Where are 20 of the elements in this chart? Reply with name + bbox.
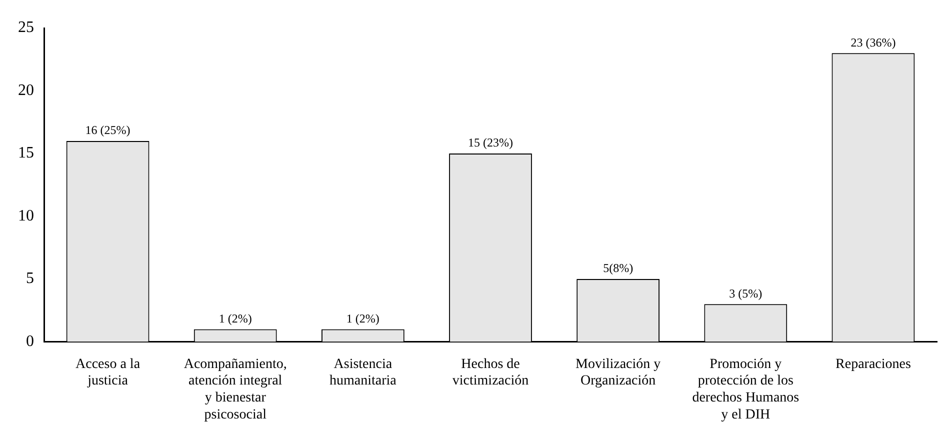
x-tick-label: Promoción y protección de los derechos Humanos y el DIH [692, 356, 800, 422]
data-label: 23 (36%) [850, 35, 896, 50]
data-label: 5(8%) [603, 261, 634, 276]
data-label: 3 (5%) [729, 286, 762, 300]
x-tick-label: Reparaciones [836, 356, 911, 372]
y-tick-label: 5 [26, 270, 34, 288]
data-label: 15 (23%) [468, 136, 513, 150]
x-tick-label: Asistencia humanitaria [329, 356, 398, 389]
y-tick-label: 20 [18, 82, 34, 99]
data-label: 16 (25%) [85, 123, 130, 138]
y-tick-label: 15 [18, 144, 34, 162]
data-label: 1 (2%) [346, 311, 380, 326]
data-label: 1 (2%) [218, 311, 252, 326]
x-tick-label: Hechos de victimización [452, 356, 529, 389]
y-tick-label: 10 [18, 207, 34, 224]
x-tick-label: Movilización y Organización [575, 356, 661, 389]
x-tick-label: Acceso a la justicia [76, 356, 141, 389]
x-tick-label: Acompañamiento, atención integral y bienestar psicosocial [184, 356, 287, 422]
y-tick-label: 0 [26, 333, 34, 350]
y-tick-label: 25 [18, 19, 34, 36]
